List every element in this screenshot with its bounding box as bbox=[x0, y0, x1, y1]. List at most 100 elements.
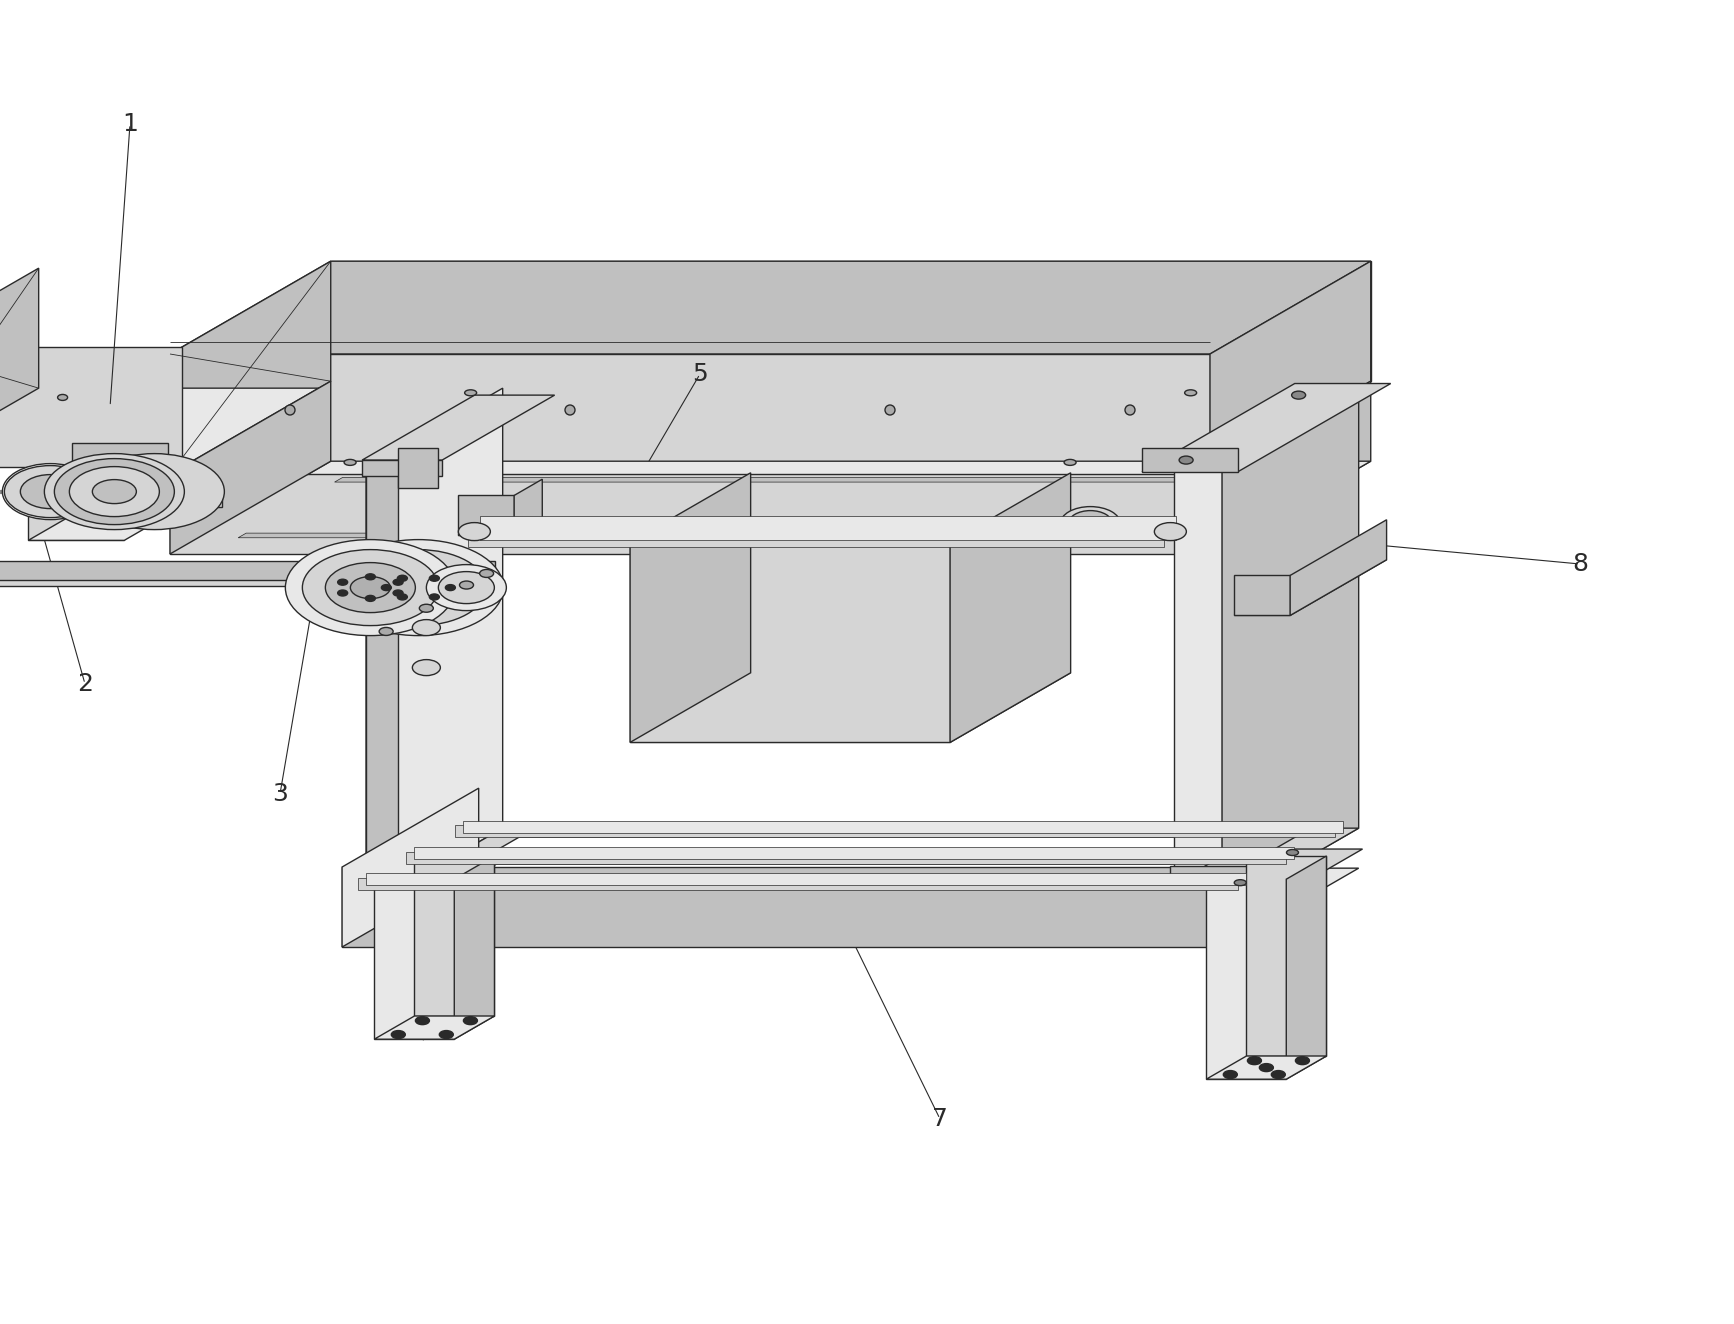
Polygon shape bbox=[170, 381, 331, 553]
Polygon shape bbox=[1210, 381, 1372, 553]
Polygon shape bbox=[629, 673, 1070, 743]
Polygon shape bbox=[406, 851, 1287, 863]
Polygon shape bbox=[170, 474, 1210, 553]
Polygon shape bbox=[350, 851, 518, 884]
Polygon shape bbox=[362, 395, 555, 459]
Ellipse shape bbox=[1065, 459, 1077, 466]
Polygon shape bbox=[0, 567, 486, 585]
Polygon shape bbox=[463, 821, 1342, 833]
Polygon shape bbox=[414, 857, 494, 1016]
Ellipse shape bbox=[350, 576, 390, 598]
Ellipse shape bbox=[394, 591, 402, 596]
Ellipse shape bbox=[381, 585, 392, 591]
Polygon shape bbox=[366, 388, 503, 907]
Polygon shape bbox=[1143, 384, 1391, 471]
Ellipse shape bbox=[45, 454, 184, 530]
Polygon shape bbox=[629, 543, 950, 743]
Ellipse shape bbox=[397, 594, 407, 600]
Ellipse shape bbox=[1222, 1071, 1238, 1079]
Ellipse shape bbox=[430, 594, 439, 600]
Polygon shape bbox=[454, 825, 1335, 837]
Ellipse shape bbox=[1125, 405, 1136, 414]
Polygon shape bbox=[1222, 388, 1359, 907]
Polygon shape bbox=[1247, 857, 1327, 1057]
Ellipse shape bbox=[1068, 511, 1113, 536]
Ellipse shape bbox=[1155, 523, 1186, 540]
Text: 5: 5 bbox=[692, 361, 707, 387]
Polygon shape bbox=[1174, 467, 1222, 907]
Ellipse shape bbox=[338, 591, 347, 596]
Ellipse shape bbox=[446, 585, 456, 591]
Polygon shape bbox=[629, 473, 751, 743]
Polygon shape bbox=[1287, 857, 1327, 1079]
Ellipse shape bbox=[1061, 507, 1120, 540]
Ellipse shape bbox=[1184, 389, 1196, 396]
Text: 2: 2 bbox=[76, 673, 94, 696]
Polygon shape bbox=[28, 515, 168, 540]
Polygon shape bbox=[0, 347, 182, 467]
Text: 7: 7 bbox=[933, 1107, 948, 1131]
Polygon shape bbox=[515, 479, 543, 535]
Text: 6: 6 bbox=[432, 982, 447, 1006]
Ellipse shape bbox=[92, 479, 137, 503]
Ellipse shape bbox=[397, 575, 407, 581]
Ellipse shape bbox=[416, 1017, 430, 1025]
Ellipse shape bbox=[1292, 391, 1306, 399]
Polygon shape bbox=[73, 442, 168, 515]
Ellipse shape bbox=[460, 581, 473, 589]
Polygon shape bbox=[1235, 560, 1387, 616]
Polygon shape bbox=[1170, 866, 1299, 886]
Polygon shape bbox=[1290, 520, 1387, 616]
Ellipse shape bbox=[366, 573, 375, 580]
Polygon shape bbox=[1210, 261, 1372, 474]
Polygon shape bbox=[170, 261, 331, 474]
Polygon shape bbox=[350, 867, 463, 884]
Polygon shape bbox=[331, 261, 1372, 381]
Ellipse shape bbox=[430, 575, 439, 581]
Polygon shape bbox=[414, 847, 1294, 859]
Polygon shape bbox=[170, 261, 1372, 354]
Ellipse shape bbox=[413, 659, 440, 675]
Ellipse shape bbox=[427, 564, 506, 610]
Ellipse shape bbox=[480, 569, 494, 577]
Polygon shape bbox=[28, 469, 125, 540]
Polygon shape bbox=[366, 467, 399, 907]
Polygon shape bbox=[950, 473, 1070, 743]
Polygon shape bbox=[1174, 828, 1359, 907]
Ellipse shape bbox=[284, 405, 295, 414]
Ellipse shape bbox=[302, 549, 439, 626]
Ellipse shape bbox=[565, 405, 576, 414]
Polygon shape bbox=[359, 878, 1238, 890]
Polygon shape bbox=[342, 788, 479, 947]
Polygon shape bbox=[362, 459, 442, 477]
Polygon shape bbox=[1207, 879, 1287, 1079]
Ellipse shape bbox=[5, 466, 97, 518]
Ellipse shape bbox=[21, 474, 80, 508]
Polygon shape bbox=[468, 523, 1164, 547]
Ellipse shape bbox=[1295, 1057, 1309, 1064]
Polygon shape bbox=[1143, 448, 1238, 471]
Polygon shape bbox=[342, 867, 1222, 947]
Ellipse shape bbox=[373, 563, 463, 613]
Ellipse shape bbox=[85, 454, 224, 530]
Ellipse shape bbox=[439, 1030, 453, 1038]
Ellipse shape bbox=[333, 540, 503, 636]
Ellipse shape bbox=[380, 628, 394, 636]
Polygon shape bbox=[375, 1016, 494, 1039]
Ellipse shape bbox=[57, 395, 68, 400]
Text: 4: 4 bbox=[1053, 532, 1068, 556]
Polygon shape bbox=[349, 592, 397, 608]
Ellipse shape bbox=[338, 579, 347, 585]
Polygon shape bbox=[458, 495, 515, 535]
Ellipse shape bbox=[439, 572, 494, 604]
Text: 8: 8 bbox=[1573, 552, 1588, 576]
Polygon shape bbox=[170, 381, 1372, 474]
Ellipse shape bbox=[394, 579, 402, 585]
Polygon shape bbox=[366, 828, 534, 907]
Text: 1: 1 bbox=[121, 113, 139, 136]
Polygon shape bbox=[1235, 576, 1290, 616]
Text: 3: 3 bbox=[272, 782, 288, 806]
Ellipse shape bbox=[884, 405, 895, 414]
Ellipse shape bbox=[420, 604, 434, 612]
Polygon shape bbox=[170, 354, 1210, 474]
